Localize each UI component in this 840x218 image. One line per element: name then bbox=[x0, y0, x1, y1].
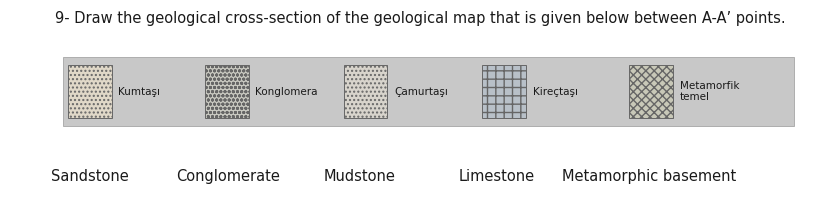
Bar bbox=[63, 57, 794, 126]
Text: Kireçtaşı: Kireçtaşı bbox=[533, 87, 578, 97]
Bar bbox=[205, 65, 249, 118]
Text: Sandstone: Sandstone bbox=[51, 169, 129, 184]
Bar bbox=[68, 65, 112, 118]
Text: Mudstone: Mudstone bbox=[323, 169, 396, 184]
Text: 9- Draw the geological cross-section of the geological map that is given below b: 9- Draw the geological cross-section of … bbox=[55, 11, 785, 26]
Text: Conglomerate: Conglomerate bbox=[176, 169, 281, 184]
Text: Çamurtaşı: Çamurtaşı bbox=[394, 87, 448, 97]
Bar bbox=[482, 65, 526, 118]
Bar bbox=[629, 65, 673, 118]
Text: Metamorphic basement: Metamorphic basement bbox=[562, 169, 737, 184]
Bar bbox=[344, 65, 387, 118]
Text: Kumtaşı: Kumtaşı bbox=[118, 87, 160, 97]
Text: Metamorfik
temel: Metamorfik temel bbox=[680, 81, 739, 102]
Text: Limestone: Limestone bbox=[459, 169, 534, 184]
Text: Konglomera: Konglomera bbox=[255, 87, 318, 97]
